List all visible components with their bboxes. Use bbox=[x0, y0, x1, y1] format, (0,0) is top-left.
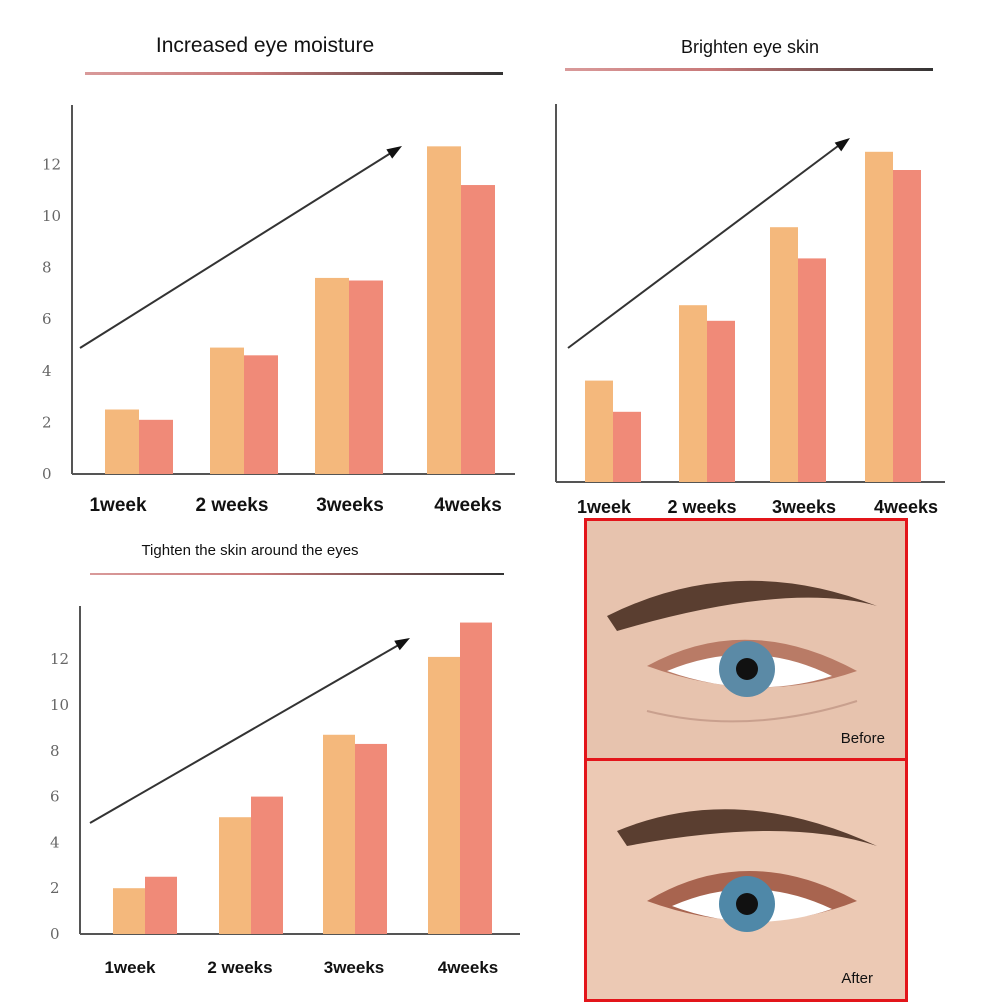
bar-0-1-0 bbox=[210, 347, 244, 474]
y-tick-label: 6 bbox=[50, 788, 60, 806]
y-tick-label: 2 bbox=[42, 413, 52, 431]
y-tick-label: 2 bbox=[50, 879, 60, 897]
x-tick-label: 3weeks bbox=[316, 495, 384, 516]
bar-2-0-0 bbox=[113, 888, 145, 934]
x-tick-label: 2 weeks bbox=[196, 495, 269, 516]
bar-0-0-1 bbox=[139, 419, 173, 474]
bar-0-2-0 bbox=[315, 277, 349, 474]
chart3-title-rule bbox=[90, 573, 504, 575]
trend-arrow-head-icon bbox=[386, 146, 402, 159]
bar-2-3-0 bbox=[428, 656, 460, 934]
bar-1-2-1 bbox=[798, 258, 826, 482]
x-tick-label: 1week bbox=[89, 495, 146, 516]
y-tick-label: 4 bbox=[50, 833, 60, 851]
bar-1-0-1 bbox=[613, 411, 641, 482]
after-photo: After bbox=[584, 758, 908, 1002]
bar-2-1-0 bbox=[219, 817, 251, 934]
chart2-title: Brighten eye skin bbox=[680, 37, 820, 57]
bar-0-2-1 bbox=[349, 280, 383, 474]
bar-2-3-1 bbox=[460, 622, 492, 934]
chart3-title: Tighten the skin around the eyes bbox=[141, 542, 359, 559]
bar-0-3-1 bbox=[461, 185, 495, 475]
bar-1-0-0 bbox=[585, 380, 613, 482]
trend-arrow-line bbox=[89, 642, 403, 824]
bar-2-0-1 bbox=[145, 876, 177, 934]
bar-1-1-1 bbox=[707, 320, 735, 482]
bar-1-2-0 bbox=[770, 227, 798, 482]
y-tick-label: 12 bbox=[42, 155, 61, 173]
eye-before-icon bbox=[587, 521, 905, 759]
bar-1-3-1 bbox=[893, 170, 921, 482]
eye-after-icon bbox=[587, 761, 905, 999]
chart1-title-rule bbox=[85, 72, 503, 75]
y-tick-label: 6 bbox=[42, 310, 52, 328]
bar-0-1-1 bbox=[244, 355, 278, 474]
x-tick-label: 4weeks bbox=[438, 958, 499, 977]
x-tick-label: 4weeks bbox=[434, 495, 502, 516]
y-tick-label: 10 bbox=[50, 696, 69, 714]
x-tick-label: 1week bbox=[104, 958, 156, 977]
bar-2-2-0 bbox=[323, 734, 355, 934]
y-tick-label: 0 bbox=[50, 925, 60, 943]
trend-arrow-line bbox=[79, 150, 395, 349]
y-tick-label: 8 bbox=[50, 742, 60, 760]
x-tick-label: 2 weeks bbox=[667, 497, 736, 517]
x-tick-label: 1week bbox=[577, 497, 632, 517]
y-tick-label: 10 bbox=[42, 207, 61, 225]
y-tick-label: 4 bbox=[42, 362, 52, 380]
y-tick-label: 12 bbox=[50, 650, 69, 668]
trend-arrow-line bbox=[567, 142, 843, 349]
x-tick-label: 2 weeks bbox=[207, 958, 272, 977]
after-label: After bbox=[841, 970, 873, 987]
before-photo: Before bbox=[584, 518, 908, 762]
x-tick-label: 4weeks bbox=[874, 497, 938, 517]
x-tick-label: 3weeks bbox=[772, 497, 836, 517]
before-label: Before bbox=[840, 730, 885, 747]
x-tick-label: 3weeks bbox=[324, 958, 385, 977]
chart2-title-rule bbox=[565, 68, 933, 71]
y-tick-label: 0 bbox=[42, 465, 52, 483]
trend-arrow-head-icon bbox=[394, 638, 410, 651]
bar-0-0-0 bbox=[105, 409, 139, 474]
bar-0-3-0 bbox=[427, 146, 461, 474]
bar-2-2-1 bbox=[355, 743, 387, 934]
bar-1-1-0 bbox=[679, 305, 707, 482]
y-tick-label: 8 bbox=[42, 259, 52, 277]
chart1-title: Increased eye moisture bbox=[155, 34, 375, 57]
bar-1-3-0 bbox=[865, 151, 893, 483]
bar-2-1-1 bbox=[251, 796, 283, 934]
trend-arrow-head-icon bbox=[834, 138, 850, 152]
